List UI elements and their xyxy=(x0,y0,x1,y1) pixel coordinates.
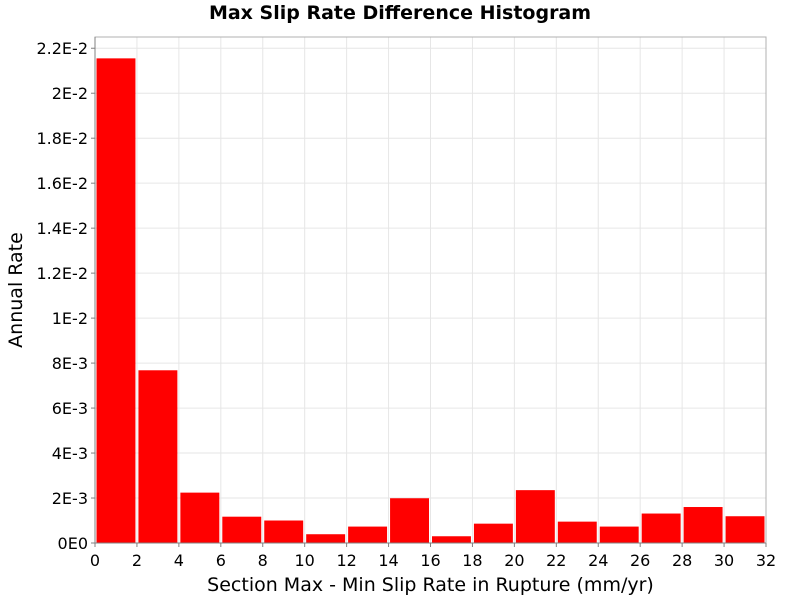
bar-layer xyxy=(96,58,765,544)
x-tick-label: 28 xyxy=(672,551,692,570)
x-tick-label: 18 xyxy=(462,551,482,570)
y-tick-label: 2E-2 xyxy=(52,84,88,103)
histogram-bar xyxy=(306,534,346,543)
histogram-bar xyxy=(557,521,597,543)
x-tick-label: 32 xyxy=(756,551,776,570)
x-tick-label: 0 xyxy=(90,551,100,570)
y-tick-label: 4E-3 xyxy=(52,444,88,463)
x-tick-label: 16 xyxy=(420,551,440,570)
chart-title: Max Slip Rate Difference Histogram xyxy=(208,2,592,24)
x-tick-label: 30 xyxy=(714,551,734,570)
histogram-bar xyxy=(390,498,429,543)
y-tick-label: 6E-3 xyxy=(52,399,88,418)
axis-layer: 0 2 4 6 8 10 12 14 16 18 20 22 24 26 28 30 320E02E-34E-3… xyxy=(36,37,776,570)
x-tick-label: 14 xyxy=(378,551,398,570)
histogram-bar xyxy=(641,513,681,543)
grid-layer xyxy=(94,37,767,544)
y-tick-label: 1.6E-2 xyxy=(36,174,88,193)
histogram-bar xyxy=(515,490,555,543)
histogram-bar xyxy=(432,536,471,543)
histogram-bar xyxy=(725,516,765,543)
histogram-bar xyxy=(96,58,136,544)
histogram-bar xyxy=(348,526,388,543)
y-axis-label: Annual Rate xyxy=(5,232,27,348)
histogram-bar xyxy=(222,516,262,543)
x-tick-label: 22 xyxy=(546,551,566,570)
x-tick-label: 2 xyxy=(132,551,142,570)
histogram-bar xyxy=(138,370,178,543)
y-tick-label: 2E-3 xyxy=(52,489,88,508)
x-tick-label: 4 xyxy=(174,551,184,570)
y-tick-label: 1E-2 xyxy=(52,309,88,328)
x-tick-label: 6 xyxy=(216,551,226,570)
histogram-bar xyxy=(683,507,723,543)
y-tick-label: 1.4E-2 xyxy=(36,219,88,238)
y-tick-label: 1.8E-2 xyxy=(36,129,88,148)
x-tick-label: 8 xyxy=(258,551,268,570)
y-tick-label: 0E0 xyxy=(58,534,88,553)
x-tick-label: 20 xyxy=(504,551,524,570)
histogram-bar xyxy=(180,492,220,543)
y-tick-label: 1.2E-2 xyxy=(36,264,88,283)
histogram-bar xyxy=(264,520,304,543)
x-tick-label: 26 xyxy=(630,551,650,570)
x-tick-label: 24 xyxy=(588,551,608,570)
x-tick-label: 12 xyxy=(336,551,356,570)
x-axis-label: Section Max - Min Slip Rate in Rupture (… xyxy=(207,574,654,596)
histogram-bar xyxy=(599,526,639,543)
histogram-bar xyxy=(473,523,513,543)
y-tick-label: 2.2E-2 xyxy=(36,39,88,58)
x-tick-label: 10 xyxy=(295,551,315,570)
y-tick-label: 8E-3 xyxy=(52,354,88,373)
